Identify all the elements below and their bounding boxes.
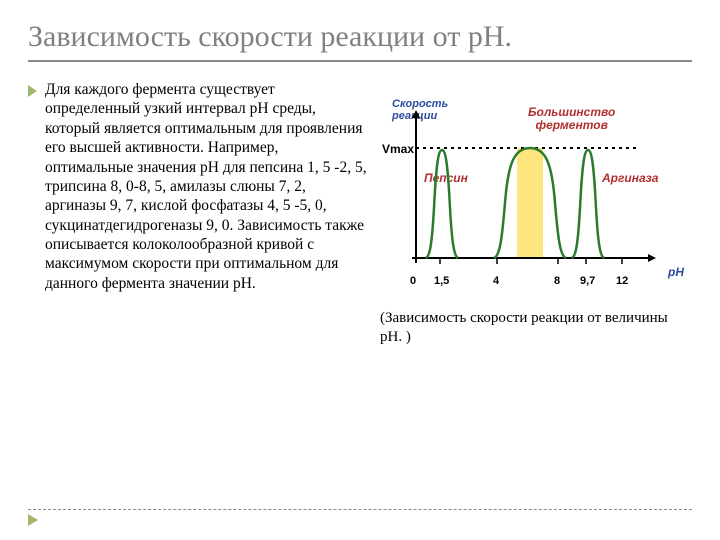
body-paragraph: Для каждого фермента существует определе…	[45, 80, 368, 293]
content-row: Для каждого фермента существует определе…	[28, 80, 692, 347]
chart-caption: (Зависимость скорости реакции от величин…	[380, 309, 692, 347]
footer-divider	[28, 509, 692, 510]
tick-4: 9,7	[580, 275, 595, 287]
footer-bullet-icon	[28, 514, 38, 526]
right-column: Скоростьреакции Vmax Большинствоферменто…	[376, 80, 692, 347]
left-column: Для каждого фермента существует определе…	[28, 80, 368, 347]
tick-2: 4	[493, 275, 499, 287]
tick-5: 12	[616, 275, 628, 287]
ph-chart: Скоростьреакции Vmax Большинствоферменто…	[380, 98, 680, 293]
page-title: Зависимость скорости реакции от pH.	[28, 20, 692, 62]
bullet-icon	[28, 85, 37, 97]
tick-1: 1,5	[434, 275, 449, 287]
tick-0: 0	[410, 275, 416, 287]
tick-3: 8	[554, 275, 560, 287]
chart-svg	[380, 98, 680, 293]
